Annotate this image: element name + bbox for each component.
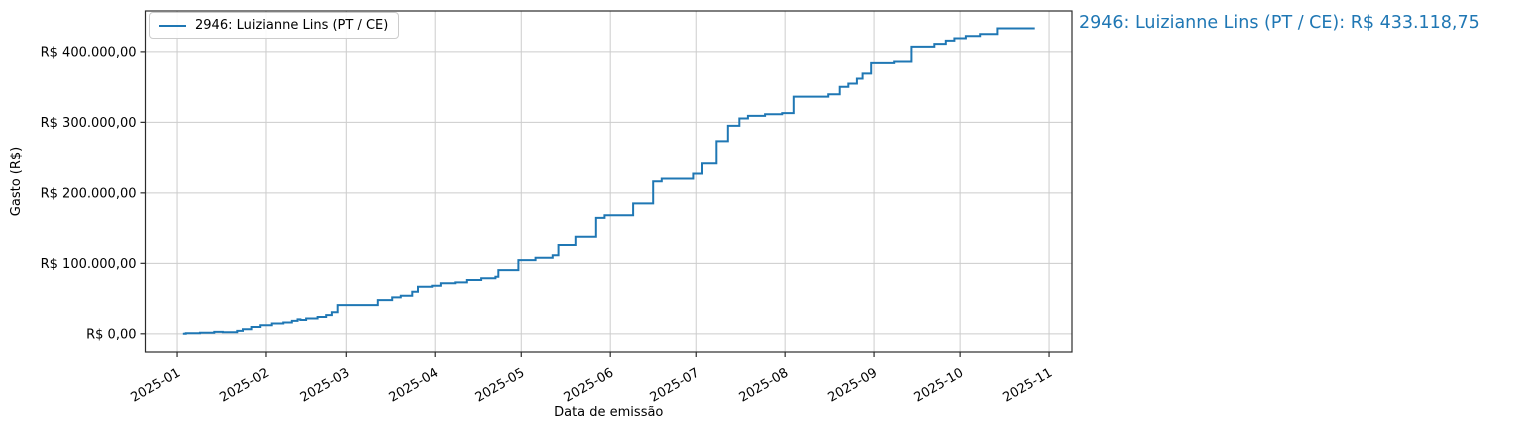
- y-axis-label: Gasto (R$): [9, 147, 24, 216]
- y-tick-label: R$ 200.000,00: [41, 186, 137, 201]
- legend-label: 2946: Luizianne Lins (PT / CE): [195, 18, 389, 33]
- x-tick-label: 2025-01: [129, 365, 184, 405]
- axes-frame: [144, 10, 1073, 353]
- x-tick-label: 2025-10: [912, 365, 967, 405]
- x-tick-label: 2025-09: [826, 365, 881, 405]
- grid-lines: [145, 11, 1072, 352]
- y-tick-label: R$ 400.000,00: [41, 45, 137, 60]
- x-tick-label: 2025-05: [473, 365, 528, 405]
- x-tick-label: 2025-11: [1001, 365, 1056, 405]
- x-tick-label: 2025-06: [562, 365, 617, 405]
- x-tick-label: 2025-04: [387, 365, 442, 405]
- y-tick-label: R$ 100.000,00: [41, 257, 137, 272]
- y-tick-label: R$ 300.000,00: [41, 116, 137, 131]
- x-tick-label: 2025-07: [648, 365, 703, 405]
- x-tick-label: 2025-03: [298, 365, 353, 405]
- series-total-label: 2946: Luizianne Lins (PT / CE): R$ 433.1…: [1079, 13, 1480, 33]
- x-tick-label: 2025-08: [737, 365, 792, 405]
- x-tick-label: 2025-02: [217, 365, 272, 405]
- legend: 2946: Luizianne Lins (PT / CE): [149, 12, 400, 39]
- legend-line-swatch: [159, 24, 186, 27]
- series-line: [182, 27, 1035, 335]
- x-axis-label: Data de emissão: [554, 405, 663, 420]
- y-tick-label: R$ 0,00: [86, 327, 136, 342]
- tick-marks: [140, 51, 1050, 357]
